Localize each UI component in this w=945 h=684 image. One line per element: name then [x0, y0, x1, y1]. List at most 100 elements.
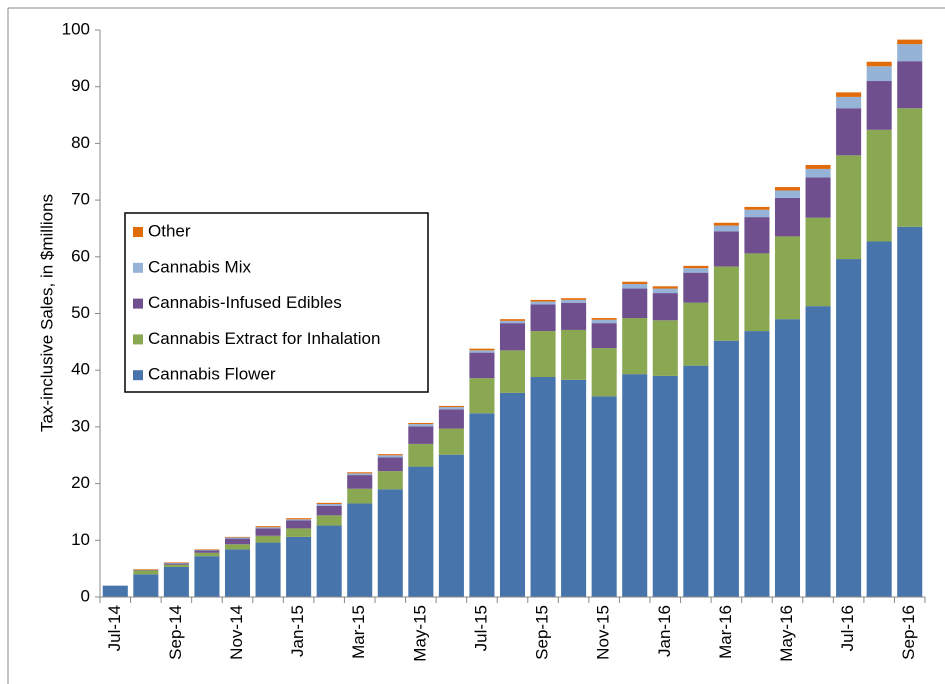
y-tick-label: 90: [71, 76, 90, 95]
bar-segment: [469, 350, 495, 353]
bar-segment: [133, 574, 159, 597]
bar-segment: [805, 306, 831, 597]
bar-segment: [316, 502, 342, 505]
bar-segment: [805, 177, 831, 218]
bar-segment: [836, 96, 862, 109]
bar-segment: [683, 365, 709, 597]
x-tick-label: Nov-14: [227, 605, 246, 660]
y-axis-label: Tax-inclusive Sales, in $millions: [37, 194, 56, 432]
y-tick-label: 80: [71, 133, 90, 152]
bar-segment: [255, 542, 281, 597]
bar-segment: [652, 320, 678, 376]
y-tick-label: 60: [71, 246, 90, 265]
bar-segment: [805, 164, 831, 169]
x-tick-label: Jul-15: [471, 605, 490, 651]
x-tick-label: Sep-14: [166, 605, 185, 660]
bar-segment: [408, 426, 434, 444]
bar-segment: [713, 225, 739, 232]
bar-segment: [591, 348, 617, 397]
bar-segment: [194, 549, 220, 550]
bar-segment: [744, 217, 770, 254]
bar-segment: [224, 538, 251, 545]
bar-segment: [591, 319, 617, 324]
legend-swatch: [133, 262, 143, 273]
x-tick-label: Jan-15: [288, 605, 307, 657]
bar-segment: [286, 518, 312, 520]
bar-segment: [897, 61, 923, 109]
bar-segment: [347, 472, 373, 474]
bar-segment: [591, 396, 617, 597]
bar-segment: [438, 407, 464, 410]
x-tick-label: Mar-15: [349, 605, 368, 659]
bar-segment: [561, 329, 587, 380]
bar-segment: [194, 550, 220, 553]
bar-segment: [561, 302, 587, 330]
bar-segment: [561, 299, 587, 303]
bar-segment: [163, 564, 189, 567]
bar-segment: [866, 66, 892, 82]
bar-segment: [133, 569, 159, 571]
x-tick-label: Jul-16: [838, 605, 857, 651]
bar-segment: [561, 298, 587, 300]
y-tick-label: 100: [62, 19, 90, 38]
bar-segment: [836, 259, 862, 597]
bar-segment: [836, 92, 862, 97]
bar-segment: [347, 473, 373, 476]
bar-segment: [224, 536, 251, 538]
legend-label: Other: [148, 221, 191, 240]
bar-segment: [102, 585, 128, 597]
bar-segment: [377, 457, 403, 472]
bar-segment: [897, 39, 923, 45]
bar-segment: [530, 331, 556, 378]
bar-segment: [805, 217, 831, 307]
bar-segment: [622, 318, 648, 375]
bar-segment: [744, 209, 770, 218]
bar-segment: [255, 535, 281, 543]
bar-segment: [377, 471, 403, 490]
bar-segment: [194, 556, 220, 597]
bar-segment: [683, 272, 709, 303]
bar-segment: [897, 226, 923, 597]
legend-label: Cannabis Mix: [148, 257, 251, 276]
bar-segment: [163, 566, 189, 597]
bar-segment: [713, 266, 739, 341]
bar-segment: [255, 528, 281, 536]
x-tick-label: Sep-15: [533, 605, 552, 660]
bar-segment: [591, 323, 617, 349]
x-tick-label: Sep-16: [899, 605, 918, 660]
bar-segment: [622, 374, 648, 597]
bar-segment: [316, 504, 342, 506]
bar-segment: [622, 288, 648, 319]
bar-segment: [224, 537, 251, 539]
bar-segment: [499, 323, 526, 351]
bar-segment: [683, 302, 709, 366]
bar-segment: [774, 190, 801, 198]
bar-segment: [652, 375, 678, 597]
bar-segment: [163, 563, 189, 565]
bar-segment: [774, 236, 801, 320]
bar-segment: [805, 168, 831, 178]
legend-swatch: [133, 334, 143, 345]
bar-segment: [713, 222, 739, 226]
legend-swatch: [133, 370, 143, 381]
bar-segment: [286, 519, 312, 521]
bar-segment: [499, 320, 526, 324]
bar-segment: [897, 108, 923, 227]
bar-segment: [224, 544, 251, 550]
y-tick-label: 10: [71, 530, 90, 549]
bar-segment: [866, 61, 892, 67]
bar-segment: [316, 505, 342, 516]
bar-segment: [622, 284, 648, 289]
bar-segment: [286, 520, 312, 529]
bar-segment: [438, 454, 464, 597]
bar-segment: [530, 301, 556, 305]
bar-segment: [652, 288, 678, 294]
bar-segment: [224, 549, 251, 597]
bar-segment: [499, 319, 526, 321]
bar-segment: [774, 197, 801, 237]
y-tick-label: 20: [71, 473, 90, 492]
y-tick-label: 70: [71, 190, 90, 209]
bar-segment: [255, 526, 281, 528]
bar-segment: [866, 81, 892, 130]
bar-segment: [347, 475, 373, 489]
